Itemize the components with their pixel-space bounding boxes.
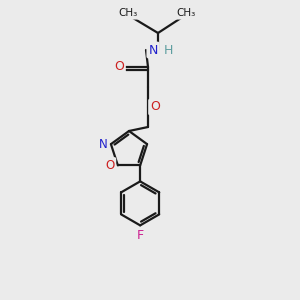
Text: H: H [163, 44, 173, 56]
Text: O: O [150, 100, 160, 113]
Text: O: O [114, 61, 124, 74]
Text: O: O [105, 159, 115, 172]
Text: CH₃: CH₃ [176, 8, 196, 18]
Text: N: N [148, 44, 158, 56]
Text: CH₃: CH₃ [118, 8, 138, 18]
Text: F: F [136, 229, 144, 242]
Text: N: N [99, 138, 107, 151]
